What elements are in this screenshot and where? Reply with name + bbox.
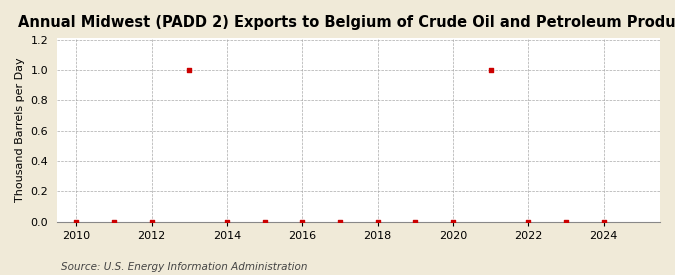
Point	[410, 219, 421, 224]
Point	[485, 68, 496, 72]
Text: Source: U.S. Energy Information Administration: Source: U.S. Energy Information Administ…	[61, 262, 307, 272]
Point	[334, 219, 345, 224]
Point	[297, 219, 308, 224]
Point	[372, 219, 383, 224]
Point	[259, 219, 270, 224]
Point	[221, 219, 232, 224]
Point	[109, 219, 119, 224]
Point	[71, 219, 82, 224]
Point	[522, 219, 533, 224]
Point	[448, 219, 458, 224]
Point	[560, 219, 571, 224]
Title: Annual Midwest (PADD 2) Exports to Belgium of Crude Oil and Petroleum Products: Annual Midwest (PADD 2) Exports to Belgi…	[18, 15, 675, 30]
Point	[184, 68, 194, 72]
Y-axis label: Thousand Barrels per Day: Thousand Barrels per Day	[15, 57, 25, 202]
Point	[146, 219, 157, 224]
Point	[598, 219, 609, 224]
